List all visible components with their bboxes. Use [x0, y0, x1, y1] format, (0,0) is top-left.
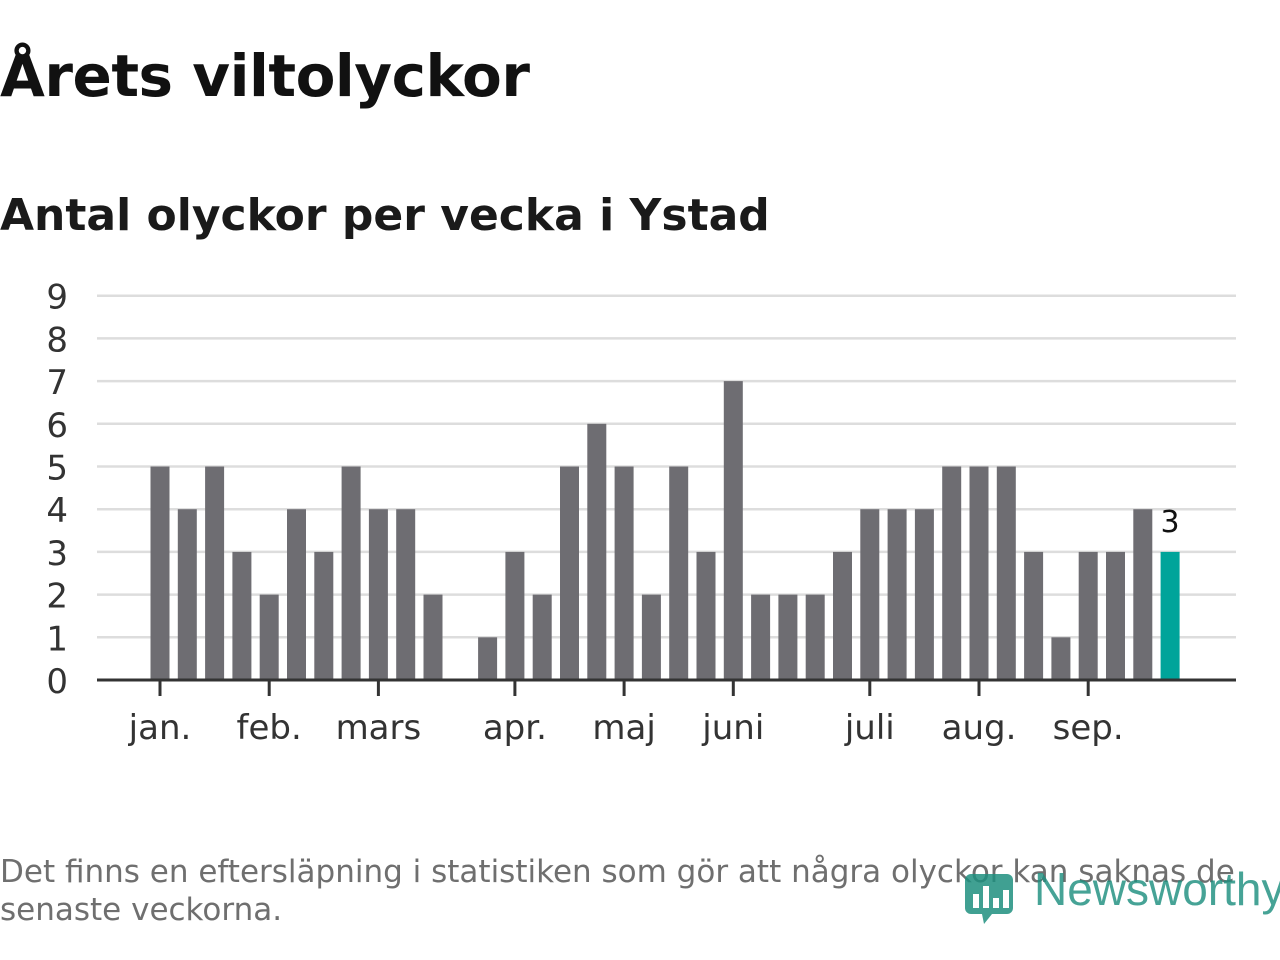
bar	[942, 466, 962, 680]
bar	[805, 594, 825, 680]
bar-highlight	[1160, 551, 1180, 680]
y-tick-label: 9	[46, 278, 68, 318]
y-tick-label: 5	[46, 449, 68, 489]
y-tick-label: 3	[46, 534, 68, 574]
bar	[532, 594, 552, 680]
y-tick-label: 8	[46, 320, 68, 360]
bar	[969, 466, 989, 680]
bar	[614, 466, 634, 680]
bar	[341, 466, 361, 680]
y-tick-label: 1	[46, 619, 68, 659]
bar	[1106, 551, 1125, 680]
bar	[587, 423, 607, 680]
bar	[423, 594, 443, 680]
x-tick-label: mars	[336, 708, 422, 748]
y-tick-label: 4	[46, 491, 68, 531]
x-axis	[97, 678, 1236, 696]
bar	[641, 594, 661, 680]
bar	[751, 594, 771, 680]
x-tick-label: maj	[592, 708, 655, 748]
footnote: Det finns en eftersläpning i statistiken…	[0, 854, 1235, 928]
y-tick-label: 2	[46, 577, 68, 617]
x-tick-label: juni	[701, 708, 764, 748]
newsworthy-logo-text: Newsworthy	[1034, 863, 1280, 915]
bar	[887, 509, 907, 680]
grid-lines	[97, 294, 1236, 639]
bar	[150, 466, 170, 680]
x-tick-label: aug.	[942, 708, 1017, 748]
x-tick-label: juli	[844, 708, 895, 748]
bars	[150, 381, 1180, 680]
x-tick-label: apr.	[483, 708, 547, 748]
bar	[314, 551, 334, 680]
chart-title: Årets viltolyckor	[0, 42, 530, 110]
bar	[478, 637, 498, 680]
bar	[259, 594, 279, 680]
bar	[723, 381, 743, 680]
bar	[860, 509, 880, 680]
x-tick-label: sep.	[1053, 708, 1124, 748]
x-tick-label: feb.	[237, 708, 302, 748]
y-tick-label: 0	[46, 662, 68, 702]
bar	[1133, 509, 1153, 680]
bar	[914, 509, 934, 680]
x-tick-label: jan.	[128, 708, 192, 748]
data-label: 3	[1161, 505, 1180, 540]
bar	[232, 551, 252, 680]
bar	[205, 466, 225, 680]
bar	[833, 551, 852, 680]
bar	[1024, 551, 1044, 680]
bar	[177, 509, 197, 680]
bar	[1051, 637, 1071, 680]
bar	[505, 551, 525, 680]
bar	[669, 466, 689, 680]
newsworthy-logo[interactable]: Newsworthy	[962, 862, 1280, 926]
y-tick-label: 6	[46, 406, 68, 446]
bar	[368, 509, 388, 680]
y-tick-label: 7	[46, 363, 68, 403]
bar	[996, 466, 1016, 680]
chart-subtitle: Antal olyckor per vecka i Ystad	[0, 190, 770, 241]
bar	[560, 466, 579, 680]
bar	[396, 509, 416, 680]
bar	[1078, 551, 1098, 680]
bar	[287, 509, 306, 680]
bar	[778, 594, 798, 680]
bar	[696, 551, 716, 680]
newsworthy-logo-icon	[965, 874, 1013, 924]
